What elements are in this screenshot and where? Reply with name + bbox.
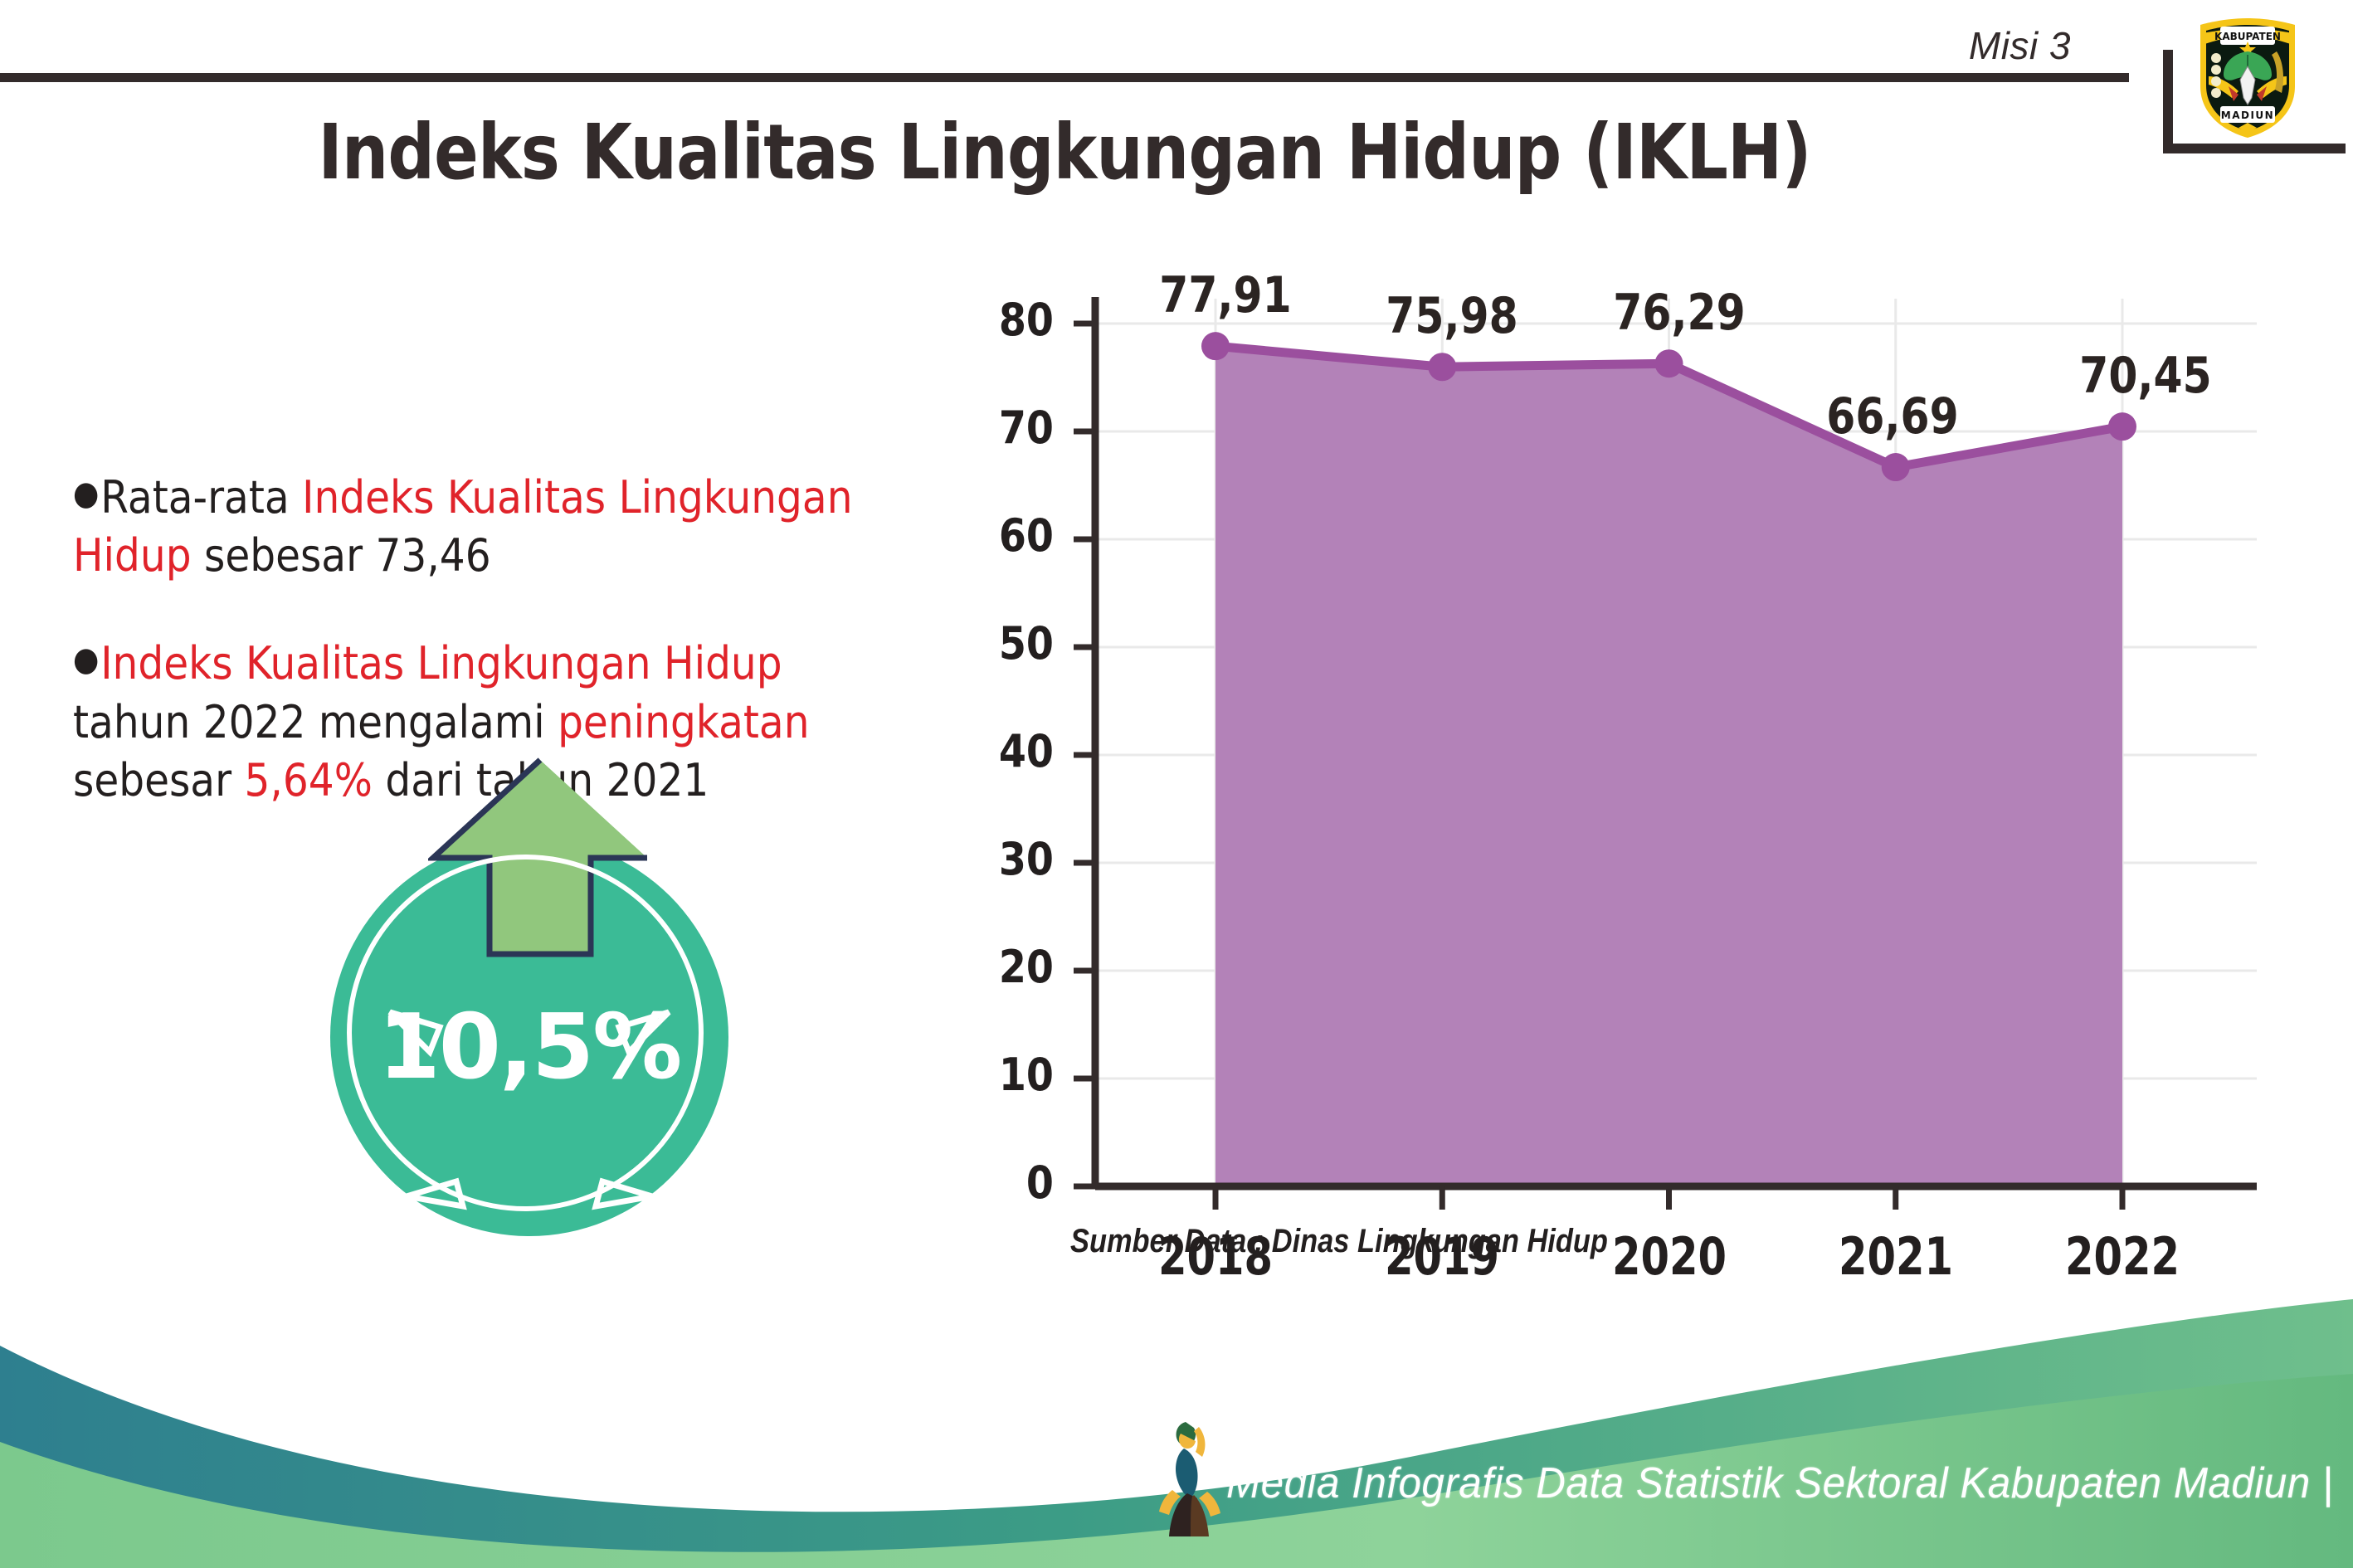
chart-source-note: Sumber Data : Dinas Lingkungan Hidup: [1070, 1223, 1608, 1259]
header-rule: [0, 73, 2129, 82]
x-axis-tick-label: 2020: [1611, 1226, 1727, 1287]
y-axis-tick-label: 0: [1025, 1157, 1054, 1209]
chart-point-label: 66,69: [1826, 387, 1959, 446]
y-axis-tick-label: 20: [998, 941, 1054, 993]
madiun-figure-logo-icon: [1159, 1422, 1220, 1536]
bullet-text-1b: Indeks Kualitas Lingkungan Hidup: [73, 471, 853, 582]
page-title: Indeks Kualitas Lingkungan Hidup (IKLH): [318, 108, 1811, 197]
bullet-text-2a: Indeks Kualitas Lingkungan Hidup: [100, 637, 782, 690]
svg-text:MADIUN: MADIUN: [2221, 110, 2274, 121]
kabupaten-madiun-emblem-icon: KABUPATEN MADIUN: [2200, 18, 2295, 138]
footer-waves: [0, 1299, 2353, 1568]
y-axis-tick-label: 60: [998, 509, 1054, 562]
chart-point-label: 77,91: [1159, 266, 1292, 325]
bullet-text-2e: 5,64%: [244, 753, 373, 806]
bullet-text-1c: sebesar 73,46: [191, 529, 491, 582]
x-axis-tick-label: 2022: [2064, 1226, 2180, 1287]
svg-text:KABUPATEN: KABUPATEN: [2214, 31, 2281, 42]
x-axis-tick-label: 2018: [1157, 1226, 1274, 1287]
chart-area-fill: [1215, 346, 2122, 1186]
header-bracket-vertical: [2163, 50, 2173, 153]
chart-point-label: 70,45: [2079, 347, 2212, 406]
badge-inner-ring: [347, 855, 704, 1211]
bullet-item: ●Indeks Kualitas Lingkungan Hidup tahun …: [73, 635, 865, 810]
header-bracket-horizontal: [2163, 144, 2346, 153]
chart-axes: [1074, 297, 2257, 1210]
chart-marker: [1201, 332, 1230, 361]
summary-bullets: ●Rata-rata Indeks Kualitas Lingkungan Hi…: [73, 469, 952, 810]
chart-point-label: 76,29: [1612, 284, 1746, 343]
chart-markers: [1201, 332, 2136, 482]
y-axis-tick-label: 70: [998, 402, 1054, 454]
chart-marker: [1428, 353, 1457, 382]
chart-marker: [2108, 412, 2136, 441]
x-axis-tick-label: 2021: [1838, 1226, 1953, 1287]
bullet-text-2d: sebesar: [73, 753, 245, 806]
chart-marker: [1881, 453, 1910, 482]
y-axis-tick-label: 50: [998, 617, 1054, 670]
chart-point-label: 75,98: [1386, 287, 1518, 346]
x-axis-tick-label: 2019: [1385, 1226, 1500, 1287]
bullet-text-2c: peningkatan: [558, 695, 810, 748]
badge-value: 10,5%: [378, 996, 683, 1099]
misi-label: Misi 3: [1968, 24, 2071, 67]
bullet-item: ●Rata-rata Indeks Kualitas Lingkungan Hi…: [73, 469, 865, 585]
y-axis-tick-label: 40: [998, 725, 1054, 777]
bullet-dot-icon: ●: [73, 640, 100, 679]
increase-badge: 10,5%: [330, 755, 762, 1236]
footer: Media Infografis Data Statistik Sektoral…: [0, 1294, 2353, 1568]
y-axis-tick-label: 30: [998, 833, 1054, 885]
y-axis-tick-label: 10: [998, 1049, 1054, 1101]
chart-marker: [1654, 349, 1683, 378]
y-axis-tick-label: 80: [998, 294, 1054, 346]
bullet-text-2b: tahun 2022 mengalami: [73, 695, 558, 748]
badge-tick-marks: [387, 1009, 671, 1210]
bullet-text-1a: Rata-rata: [100, 471, 303, 523]
iklh-area-chart: 0 10 20 30 40 50 60 70 80 2018 2019 2020 2021 2022 7…: [979, 266, 2307, 1303]
footer-text: Media Infografis Data Statistik Sektoral…: [1226, 1459, 2334, 1507]
chart-canvas: [1074, 297, 2257, 1210]
bullet-dot-icon: ●: [73, 475, 100, 513]
